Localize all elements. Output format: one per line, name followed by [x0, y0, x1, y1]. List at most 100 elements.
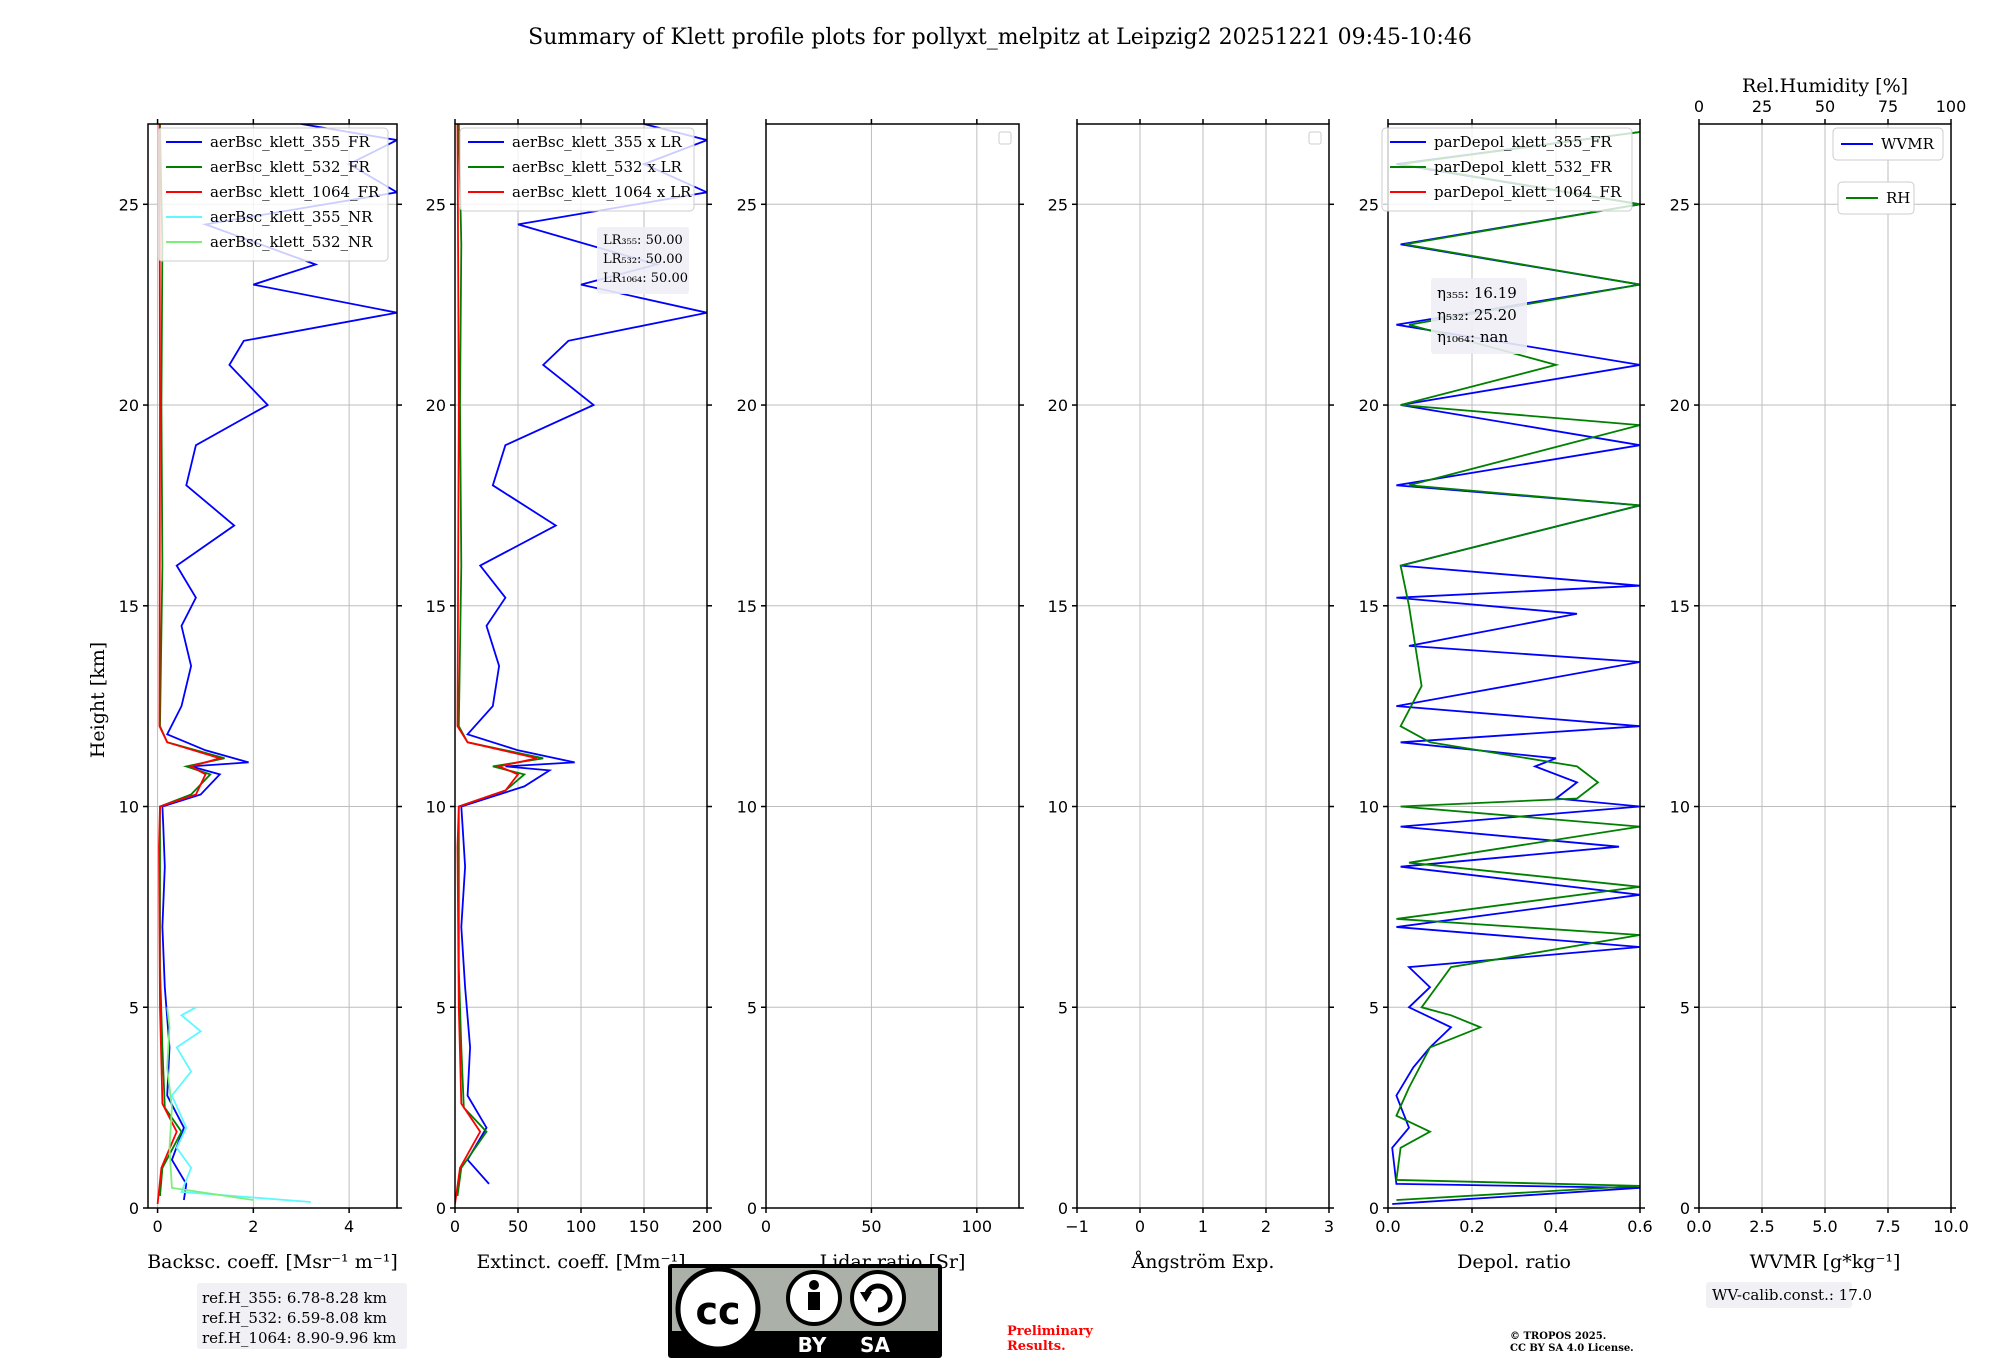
x-tick-label: 10.0 — [1933, 1217, 1969, 1236]
legend-box — [1832, 127, 1944, 161]
y-tick-label: 15 — [119, 597, 139, 616]
y-tick-label: 15 — [1670, 597, 1690, 616]
panel-backscatter: 0 5 10 15 20 25 0 2 4 Backsc. coeff. [Msr⁻¹ m⁻¹] a… — [119, 119, 402, 1273]
y-tick-label: 0 — [1369, 1199, 1379, 1218]
x-tick-label: 100 — [566, 1217, 597, 1236]
annotation-text: LR₁₀₆₄: 50.00 — [603, 271, 688, 286]
series-line-aerBsc_klett_355_FR — [161, 124, 397, 1201]
y-tick-label: 10 — [119, 798, 139, 817]
series-line-aerBsc_klett_532_NR — [166, 1007, 254, 1201]
empty-legend-box — [1308, 131, 1322, 145]
legend-entry: aerBsc_klett_355_NR — [210, 208, 373, 226]
x-tick-label: 3 — [1324, 1217, 1334, 1236]
top-x-tick-label: 25 — [1752, 97, 1772, 116]
y-tick-label: 10 — [1670, 798, 1690, 817]
legend-entry: parDepol_klett_532_FR — [1434, 158, 1612, 176]
y-tick-label: 0 — [1058, 1199, 1068, 1218]
x-tick-label: 2 — [248, 1217, 258, 1236]
annotation-box — [1431, 278, 1527, 354]
y-tick-label: 25 — [119, 195, 139, 214]
y-tick-label: 20 — [1048, 396, 1068, 415]
cc-logo-text: cc — [695, 1289, 740, 1333]
y-tick-label: 20 — [426, 396, 446, 415]
top-x-tick-label: 75 — [1878, 97, 1898, 116]
x-tick-label: 1 — [1198, 1217, 1208, 1236]
y-tick-label: 0 — [1680, 1199, 1690, 1218]
legend-entry: parDepol_klett_1064_FR — [1434, 183, 1622, 201]
axes-frame — [765, 123, 1020, 1209]
x-tick-label: 0.0 — [1686, 1217, 1711, 1236]
y-tick-label: 20 — [1670, 396, 1690, 415]
panel-wvmr: 0 5 10 15 20 25 0.0 2.5 5.0 7.5 10.0 0 25 50 75 100 Rel.… — [1670, 75, 1969, 1273]
ref-height-532: ref.H_532: 6.59-8.08 km — [202, 1309, 387, 1327]
annotation-text: LR₅₃₂: 50.00 — [603, 252, 683, 267]
x-tick-label: 4 — [344, 1217, 354, 1236]
axes-frame — [454, 123, 708, 1209]
panel-extinction: 0 5 10 15 20 25 0 50 100 150 200 Extinct. coeff. [M… — [426, 119, 722, 1273]
y-tick-label: 10 — [737, 798, 757, 817]
y-tick-label: 5 — [129, 998, 139, 1017]
y-tick-label: 10 — [426, 798, 446, 817]
y-tick-label: 0 — [747, 1199, 757, 1218]
y-tick-label: 5 — [1058, 998, 1068, 1017]
empty-legend-box — [998, 131, 1012, 145]
annotation-text: η₅₃₂: 25.20 — [1437, 306, 1517, 324]
ref-height-355: ref.H_355: 6.78-8.28 km — [202, 1289, 387, 1307]
y-tick-label: 15 — [1048, 597, 1068, 616]
legend-entry: aerBsc_klett_355 x LR — [512, 133, 683, 151]
copyright-line-1: © TROPOS 2025. — [1510, 1331, 1606, 1342]
ref-height-1064: ref.H_1064: 8.90-9.96 km — [202, 1329, 396, 1347]
y-tick-label: 15 — [1359, 597, 1379, 616]
wv-calib-const: WV-calib.const.: 17.0 — [1712, 1286, 1872, 1304]
x-tick-label: 0 — [1135, 1217, 1145, 1236]
figure-title: Summary of Klett profile plots for polly… — [528, 25, 1472, 50]
x-tick-label: 0.4 — [1543, 1217, 1568, 1236]
x-axis-label: Ångström Exp. — [1131, 1251, 1275, 1273]
preliminary-line-1: Preliminary — [1007, 1324, 1093, 1339]
legend-box — [459, 127, 695, 212]
series-line-aerBsc_klett_355_NR — [170, 1006, 311, 1203]
x-axis-label: Depol. ratio — [1457, 1251, 1571, 1273]
axes-frame — [1387, 123, 1641, 1209]
y-tick-label: 5 — [1369, 998, 1379, 1017]
legend-box — [157, 127, 389, 262]
legend-entry: aerBsc_klett_532_FR — [210, 158, 370, 176]
legend-entry: aerBsc_klett_355_FR — [210, 133, 370, 151]
x-tick-label: 0.6 — [1627, 1217, 1652, 1236]
legend-entry: aerBsc_klett_1064 x LR — [512, 183, 692, 201]
y-tick-label: 5 — [436, 998, 446, 1017]
x-axis-label: WVMR [g*kg⁻¹] — [1750, 1251, 1901, 1273]
x-tick-label: 100 — [962, 1217, 993, 1236]
share-alike-icon — [850, 1270, 906, 1326]
wv-calib-box: WV-calib.const.: 17.0 — [1706, 1282, 1872, 1308]
y-tick-label: 25 — [1048, 195, 1068, 214]
axes-frame — [1698, 123, 1952, 1209]
y-tick-label: 10 — [1048, 798, 1068, 817]
legend-entry: WVMR — [1881, 135, 1935, 153]
x-tick-label: 0.0 — [1375, 1217, 1400, 1236]
x-axis-label: Extinct. coeff. [Mm⁻¹] — [476, 1251, 685, 1273]
y-tick-label: 10 — [1359, 798, 1379, 817]
badge-sa-label: SA — [860, 1333, 890, 1357]
cc-logo-icon — [675, 1266, 761, 1352]
y-tick-label: 20 — [737, 396, 757, 415]
axes-frame — [1076, 123, 1330, 1209]
y-tick-label: 15 — [737, 597, 757, 616]
y-tick-label: 25 — [1359, 195, 1379, 214]
y-tick-label: 25 — [1670, 195, 1690, 214]
y-tick-label: 20 — [119, 396, 139, 415]
panel-depolarization: 0 5 10 15 20 25 0.0 0.2 0.4 0.6 Depol. ratio parDep… — [1359, 119, 1653, 1273]
annotation-text: LR₃₅₅: 50.00 — [603, 233, 683, 248]
x-tick-label: 0.2 — [1459, 1217, 1484, 1236]
legend-entry: parDepol_klett_355_FR — [1434, 133, 1612, 151]
y-tick-label: 0 — [129, 1199, 139, 1218]
legend-box — [1381, 127, 1633, 212]
y-tick-label: 20 — [1359, 396, 1379, 415]
top-x-tick-label: 0 — [1694, 97, 1704, 116]
x-tick-label: 0 — [450, 1217, 460, 1236]
series-line-aerBsc_klett_1064 x LR — [455, 124, 538, 1205]
x-axis-label: Backsc. coeff. [Msr⁻¹ m⁻¹] — [147, 1251, 398, 1273]
